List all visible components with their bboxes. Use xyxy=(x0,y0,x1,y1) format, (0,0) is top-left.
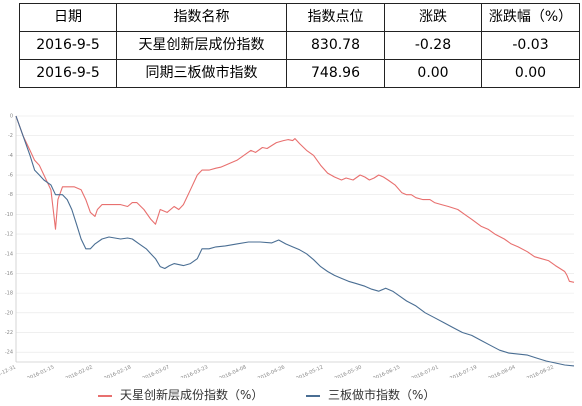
table-row: 2016-9-5 同期三板做市指数 748.96 0.00 0.00 xyxy=(19,59,580,88)
y-tick-label: -4 xyxy=(8,153,13,159)
cell-index-name: 天星创新层成份指数 xyxy=(116,31,287,60)
legend-label-series-b: 三板做市指数（%） xyxy=(328,388,436,402)
y-tick-label: -10 xyxy=(5,212,13,218)
x-tick-label: 2016-07-01 xyxy=(411,364,440,378)
header-index-level: 指数点位 xyxy=(286,3,385,32)
x-tick-label: 2016-08-04 xyxy=(488,364,517,378)
series-line-neeq-market-maker-index xyxy=(15,115,575,367)
legend-item-series-b: 三板做市指数（%） xyxy=(306,386,435,404)
legend-label-series-a: 天星创新层成份指数（%） xyxy=(120,388,264,402)
cell-change-percent: 0.00 xyxy=(481,59,580,88)
y-tick-label: -16 xyxy=(5,271,13,277)
header-date: 日期 xyxy=(19,3,117,32)
x-tick-label: 2016-03-07 xyxy=(142,364,171,378)
cell-index-name: 同期三板做市指数 xyxy=(116,59,287,88)
header-index-name: 指数名称 xyxy=(116,3,287,32)
x-tick-label: 2016-05-12 xyxy=(295,364,324,378)
legend-swatch-series-a xyxy=(98,394,112,397)
y-tick-label: -14 xyxy=(5,251,13,257)
cell-date: 2016-9-5 xyxy=(19,59,117,88)
y-tick-label: -20 xyxy=(5,310,13,316)
x-tick-label: 2016-03-23 xyxy=(180,364,209,378)
x-tick-label: 2016-02-02 xyxy=(65,364,94,378)
x-tick-label: 2016-01-15 xyxy=(26,364,55,378)
header-change: 涨跌 xyxy=(384,3,482,32)
cell-index-level: 830.78 xyxy=(286,31,385,60)
x-tick-label: 2015-12-31 xyxy=(0,364,17,378)
legend-item-series-a: 天星创新层成份指数（%） xyxy=(98,386,263,404)
x-tick-label: 2016-02-18 xyxy=(103,364,132,378)
x-tick-label: 2016-08-22 xyxy=(526,364,555,378)
cell-index-level: 748.96 xyxy=(286,59,385,88)
line-chart: 0 -2 -4 -6 -8 -10 -12 -14 -16 -18 -20 -22 -24 2015-12… xyxy=(0,114,575,378)
y-tick-label: -8 xyxy=(8,192,13,198)
cell-change: -0.28 xyxy=(384,31,482,60)
x-tick-label: 2016-04-08 xyxy=(219,364,248,378)
y-tick-label: -24 xyxy=(5,350,13,356)
y-tick-label: -18 xyxy=(5,291,13,297)
y-tick-label: -22 xyxy=(5,330,13,336)
cell-date: 2016-9-5 xyxy=(19,31,117,60)
y-tick-label: -6 xyxy=(8,173,13,179)
cell-change: 0.00 xyxy=(384,59,482,88)
table-row: 2016-9-5 天星创新层成份指数 830.78 -0.28 -0.03 xyxy=(19,31,580,60)
legend-swatch-series-b xyxy=(306,394,320,397)
series-line-innovation-index xyxy=(15,115,575,283)
header-change-percent: 涨跌幅（%） xyxy=(481,3,580,32)
cell-change-percent: -0.03 xyxy=(481,31,580,60)
y-tick-label: -12 xyxy=(5,232,13,238)
y-tick-label: 0 xyxy=(10,114,13,120)
y-tick-label: -2 xyxy=(8,133,13,139)
x-tick-label: 2016-07-19 xyxy=(449,364,478,378)
table-header-row: 日期 指数名称 指数点位 涨跌 涨跌幅（%） xyxy=(19,3,580,32)
index-table: 日期 指数名称 指数点位 涨跌 涨跌幅（%） 2016-9-5 天星创新层成份指… xyxy=(19,3,580,88)
x-tick-label: 2016-04-26 xyxy=(257,364,286,378)
x-tick-label: 2016-06-15 xyxy=(372,364,401,378)
x-tick-label: 2016-05-30 xyxy=(334,364,363,378)
